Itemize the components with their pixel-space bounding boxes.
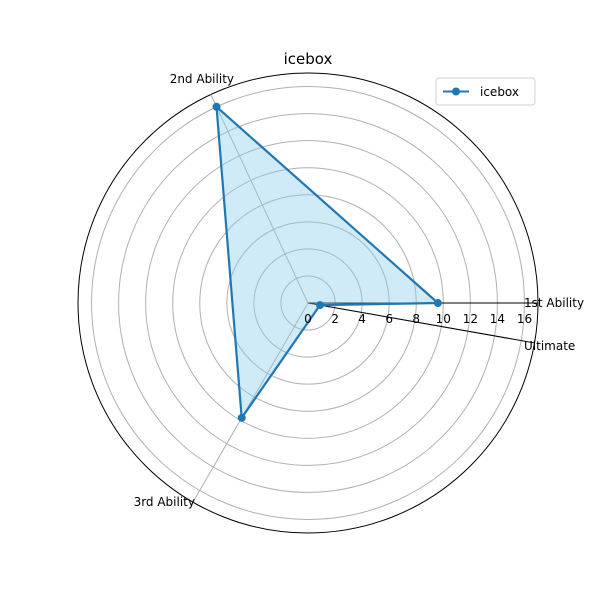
category-label: 2nd Ability [170,72,234,86]
radial-tick-label: 0 [304,312,312,326]
legend-label: icebox [480,85,519,99]
spoke-line [192,302,309,503]
data-layer [212,102,442,422]
radial-tick-label: 10 [436,312,451,326]
closing-spoke-line [307,302,535,344]
radial-tick-labels: 0 2 4 6 8 10 12 14 16 [304,312,532,326]
radial-tick-label: 2 [331,312,339,326]
data-point [315,301,324,310]
radial-tick-label: 6 [385,312,393,326]
radial-tick-label: 4 [358,312,366,326]
data-point [237,413,246,422]
category-labels: 1st Ability 2nd Ability 3rd Ability Ultimat… [134,72,584,509]
spoke-line [210,94,309,304]
radial-tick-label: 14 [490,312,505,326]
data-point [433,299,442,307]
series-area [216,106,438,418]
category-label: Ultimate [524,339,575,353]
radial-tick-label: 16 [517,312,532,326]
category-label: 3rd Ability [134,495,195,509]
legend-marker [452,87,460,96]
chart-title: icebox [284,50,333,68]
data-point [212,102,221,111]
radial-tick-label: 8 [412,312,420,326]
legend: icebox [435,77,536,106]
category-label: 1st Ability [524,296,584,310]
legend-frame [435,77,536,106]
radial-tick-label: 12 [463,312,478,326]
